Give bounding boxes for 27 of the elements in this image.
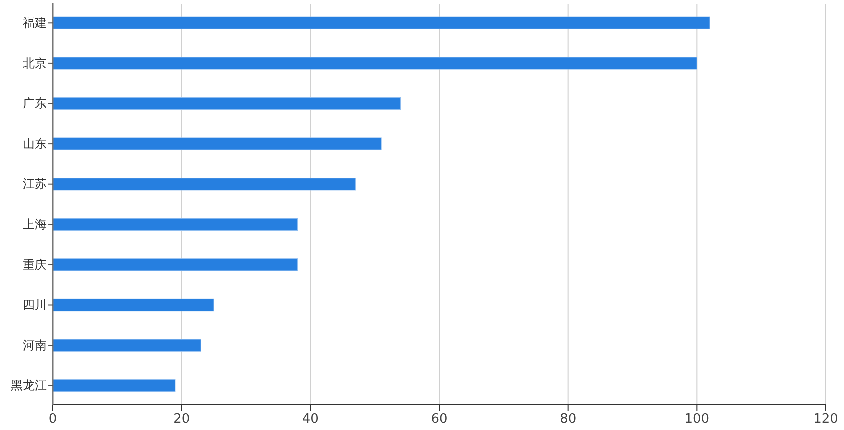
y-tick-label: 江苏 [23, 177, 47, 192]
bar [52, 298, 214, 312]
x-tick-label: 40 [302, 412, 319, 428]
x-tick-label: 80 [560, 412, 577, 428]
y-tick-label: 四川 [23, 298, 47, 312]
y-tick-label: 广东 [23, 96, 47, 111]
y-tick-label: 上海 [23, 217, 47, 232]
bar [52, 218, 298, 231]
bar [52, 258, 298, 272]
bar [52, 16, 710, 30]
bar [52, 57, 698, 70]
x-tick-label: 60 [431, 412, 448, 428]
y-tick-label: 福建 [23, 16, 47, 30]
y-tick-label: 河南 [23, 338, 47, 352]
y-tick-label: 黑龙江 [11, 378, 47, 393]
bar [52, 178, 356, 191]
y-tick-label: 山东 [23, 136, 47, 151]
y-tick-label: 重庆 [23, 258, 47, 272]
bar [52, 339, 202, 352]
x-tick-label: 120 [814, 412, 838, 428]
bar [52, 97, 402, 110]
bar [52, 138, 382, 150]
x-tick-label: 0 [48, 412, 58, 428]
x-tick-label: 20 [174, 412, 190, 428]
bar [52, 380, 176, 392]
y-tick-label: 北京 [23, 56, 47, 70]
x-tick-label: 100 [684, 412, 710, 428]
